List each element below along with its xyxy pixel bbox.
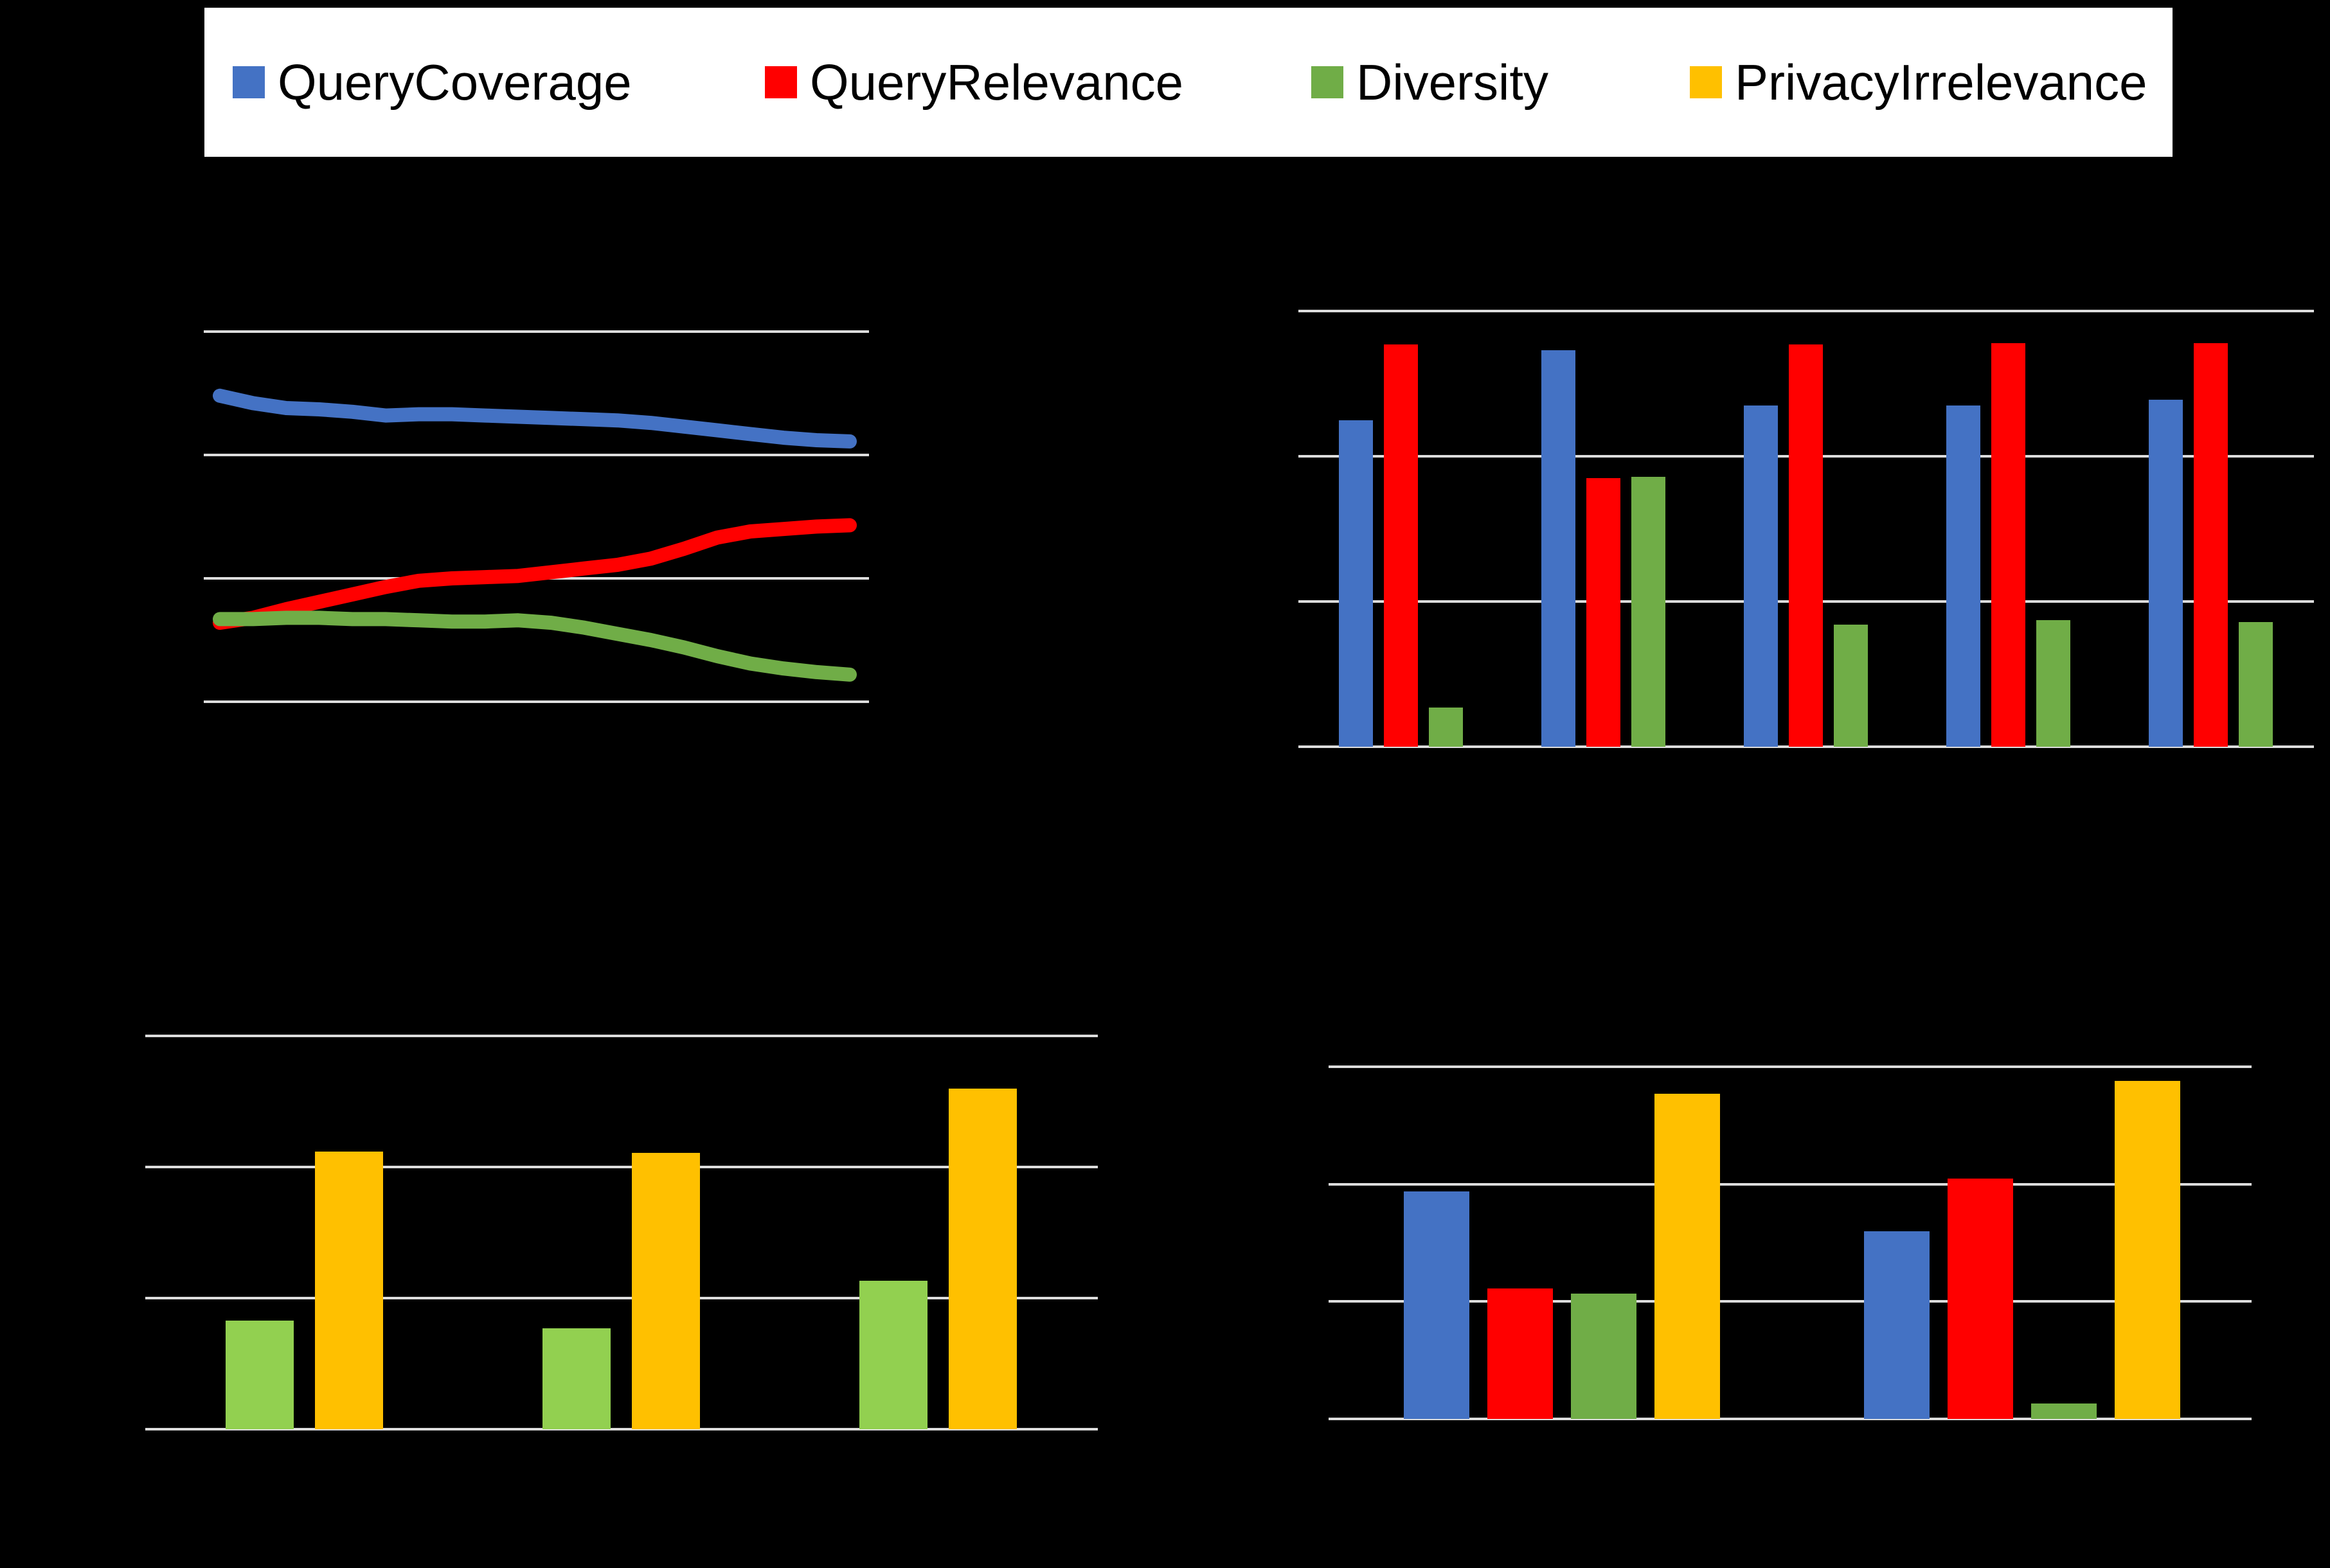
queryrelevance-swatch-icon	[765, 66, 797, 98]
line-queryrelevance	[213, 518, 857, 630]
bar-diversity	[542, 1328, 611, 1429]
bar-queryrelevance	[1487, 1288, 1553, 1419]
bar-diversity	[226, 1320, 294, 1429]
gridline	[1298, 310, 2314, 312]
bar-privacyirrelevance	[949, 1088, 1017, 1429]
gridline	[1298, 745, 2314, 748]
bar-querycoverage	[1744, 405, 1778, 747]
gridline	[145, 1428, 1098, 1430]
line-diversity	[213, 610, 857, 682]
querycoverage-swatch-icon	[233, 66, 265, 98]
bar-diversity	[2031, 1403, 2097, 1419]
bar-queryrelevance	[1991, 343, 2025, 747]
grouped-bar-chart-bottom-right	[1329, 1065, 2252, 1420]
legend-item-querycoverage: QueryCoverage	[233, 8, 632, 157]
gridline	[145, 1297, 1098, 1299]
bar-querycoverage	[1339, 420, 1373, 747]
bar-privacyirrelevance	[1654, 1094, 1720, 1419]
bar-queryrelevance	[2194, 343, 2228, 747]
bar-queryrelevance	[1384, 344, 1418, 747]
legend-item-queryrelevance: QueryRelevance	[765, 8, 1183, 157]
bar-querycoverage	[1541, 350, 1575, 747]
legend-item-diversity: Diversity	[1311, 8, 1548, 157]
bar-diversity	[2239, 621, 2273, 747]
gridline	[1329, 1065, 2252, 1068]
bar-querycoverage	[1864, 1231, 1930, 1419]
bar-querycoverage	[1946, 405, 1980, 747]
legend-label: QueryRelevance	[810, 54, 1183, 111]
privacyirrelevance-swatch-icon	[1690, 66, 1722, 98]
bar-diversity	[1429, 707, 1463, 747]
bar-queryrelevance	[1586, 477, 1620, 747]
grouped-bar-chart-bottom-left	[145, 1035, 1098, 1430]
grouped-bar-chart-top-right	[1298, 310, 2314, 748]
gridline	[1329, 1300, 2252, 1303]
gridline	[1329, 1418, 2252, 1420]
bar-privacyirrelevance	[632, 1152, 700, 1429]
gridline	[145, 1166, 1098, 1168]
legend-item-privacyirrelevance: PrivacyIrrelevance	[1690, 8, 2147, 157]
bar-queryrelevance	[1948, 1178, 2013, 1419]
gridline	[204, 330, 869, 333]
gridline	[1329, 1182, 2252, 1186]
bar-diversity	[1571, 1293, 1636, 1419]
bar-queryrelevance	[1789, 344, 1823, 747]
gridline	[204, 454, 869, 456]
legend-label: PrivacyIrrelevance	[1735, 54, 2147, 111]
bar-diversity	[2036, 620, 2070, 747]
legend-label: QueryCoverage	[278, 54, 632, 111]
chart-legend: QueryCoverage QueryRelevance Diversity P…	[204, 8, 2173, 157]
line-querycoverage	[213, 388, 857, 449]
bar-diversity	[1834, 625, 1868, 747]
bar-diversity	[1631, 476, 1665, 747]
gridline	[204, 700, 869, 703]
legend-label: Diversity	[1356, 54, 1549, 111]
line-chart-top-left	[204, 330, 869, 703]
bar-privacyirrelevance	[2115, 1080, 2180, 1419]
diversity-swatch-icon	[1311, 66, 1343, 98]
bar-querycoverage	[1404, 1191, 1469, 1419]
gridline	[145, 1035, 1098, 1037]
bar-privacyirrelevance	[315, 1151, 383, 1429]
bar-querycoverage	[2149, 399, 2183, 747]
line-series-plot	[213, 388, 857, 682]
bar-diversity	[859, 1281, 928, 1429]
